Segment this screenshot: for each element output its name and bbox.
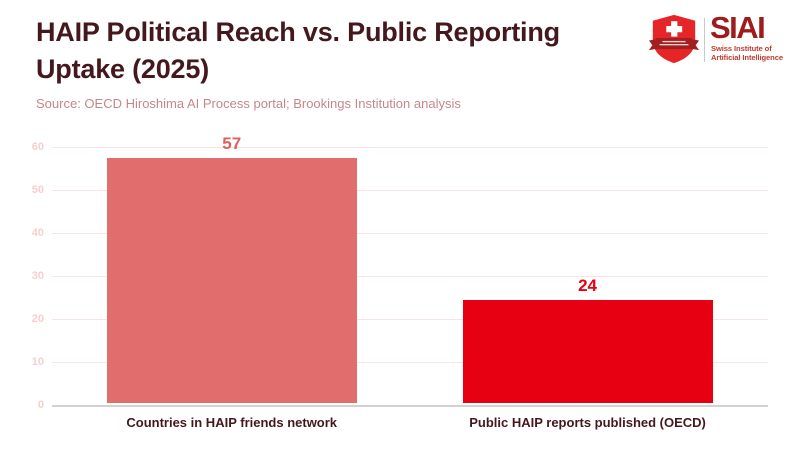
x-axis-line	[52, 405, 768, 407]
y-tick-label-10: 10	[31, 356, 44, 368]
gridline-10	[52, 362, 768, 363]
plot-area: 0 10 20 30 40 50 60 57 24	[32, 134, 768, 411]
bar-value-label-0: 57	[222, 133, 242, 153]
category-label-1: Public HAIP reports published (OECD)	[469, 415, 706, 430]
source-line: Source: OECD Hiroshima AI Process portal…	[36, 96, 461, 111]
logo-separator	[704, 18, 705, 62]
logo-subtitle-line-2: Artificial Intelligence	[711, 53, 783, 62]
gridline-40	[52, 233, 768, 234]
gridline-60	[52, 147, 768, 148]
logo-subtitle-line-1: Swiss Institute of	[711, 44, 772, 53]
y-tick-label-0: 0	[37, 399, 44, 411]
gridline-20	[52, 319, 768, 320]
y-tick-label-40: 40	[31, 227, 44, 239]
y-tick-label-30: 30	[31, 270, 44, 282]
title-line-2: Uptake (2025)	[36, 54, 209, 84]
title-line-1: HAIP Political Reach vs. Public Reportin…	[36, 17, 560, 47]
swiss-shield-icon	[648, 14, 700, 64]
bar-0	[106, 157, 357, 403]
gridline-50	[52, 190, 768, 191]
gridline-30	[52, 276, 768, 277]
y-tick-label-50: 50	[31, 184, 44, 196]
y-tick-label-20: 20	[31, 313, 44, 325]
page-title: HAIP Political Reach vs. Public Reportin…	[36, 14, 636, 88]
logo-acronym: SIAI	[710, 10, 766, 45]
x-axis-labels: Countries in HAIP friends network Public …	[52, 410, 768, 444]
logo-subtitle: Swiss Institute of Artificial Intelligen…	[711, 44, 783, 62]
category-label-0: Countries in HAIP friends network	[126, 415, 338, 430]
y-tick-label-60: 60	[31, 141, 44, 153]
bar-value-label-1: 24	[578, 275, 598, 295]
bar-1	[462, 299, 713, 403]
siai-logo: SIAI Swiss Institute of Artificial Intel…	[646, 10, 786, 68]
